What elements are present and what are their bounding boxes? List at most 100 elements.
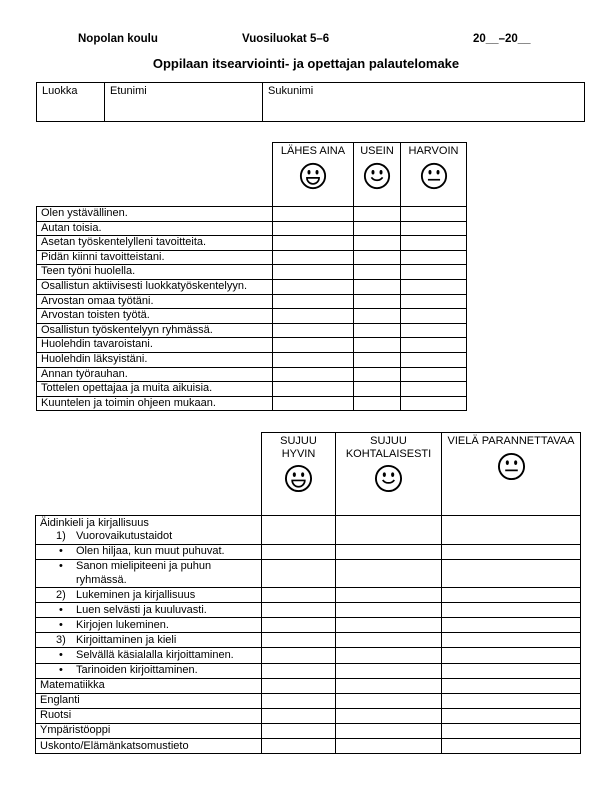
rating-cell-sujuu-kohtalaisesti[interactable] [335,677,442,694]
rating-cell-sujuu-kohtalaisesti[interactable] [335,647,442,664]
rating-cell-lahes-aina[interactable] [272,381,354,397]
rating-cell-harvoin[interactable] [400,381,467,397]
rating-cell-sujuu-kohtalaisesti[interactable] [335,558,442,589]
rating-cell-usein[interactable] [353,381,401,397]
rating-cell-usein[interactable] [353,308,401,324]
subject-cell: Matematiikka [35,677,262,694]
rating-cell-usein[interactable] [353,337,401,353]
rating-cell-lahes-aina[interactable] [272,366,354,383]
rating-cell-sujuu-kohtalaisesti[interactable] [335,543,442,560]
rating-cell-viela-parannettavaa[interactable] [441,647,581,664]
rating-cell-lahes-aina[interactable] [272,235,354,251]
rating-cell-viela-parannettavaa[interactable] [441,692,581,709]
behavior-table-body: Olen ystävällinen. Autan toisia. Asetan ty… [36,206,467,412]
rating-cell-sujuu-hyvin[interactable] [261,632,336,649]
rating-cell-usein[interactable] [353,220,401,237]
rating-cell-harvoin[interactable] [400,206,467,222]
rating-cell-sujuu-hyvin[interactable] [261,662,336,679]
rating-cell-harvoin[interactable] [400,278,467,295]
rating-cell-lahes-aina[interactable] [272,395,354,412]
rating-cell-usein[interactable] [353,278,401,295]
etunimi-field[interactable]: Etunimi [104,82,263,122]
rating-cell-viela-parannettavaa[interactable] [441,722,581,740]
rating-cell-viela-parannettavaa[interactable] [441,707,581,724]
rating-cell-viela-parannettavaa[interactable] [441,602,581,619]
subject-line: • Kirjojen lukeminen. [37,619,260,632]
rating-cell-viela-parannettavaa[interactable] [441,515,581,545]
rating-cell-harvoin[interactable] [400,264,467,280]
rating-cell-sujuu-kohtalaisesti[interactable] [335,632,442,649]
rating-cell-sujuu-kohtalaisesti[interactable] [335,662,442,679]
rating-cell-sujuu-kohtalaisesti[interactable] [335,692,442,709]
rating-cell-viela-parannettavaa[interactable] [441,632,581,649]
behavior-row: Pidän kiinni tavoitteistani. [36,249,467,266]
rating-cell-sujuu-hyvin[interactable] [261,543,336,560]
rating-cell-sujuu-kohtalaisesti[interactable] [335,707,442,724]
rating-cell-usein[interactable] [353,351,401,368]
rating-cell-sujuu-hyvin[interactable] [261,692,336,709]
rating-cell-lahes-aina[interactable] [272,264,354,280]
rating-cell-sujuu-hyvin[interactable] [261,617,336,634]
column-header-harvoin: HARVOIN [400,142,467,207]
rating-cell-viela-parannettavaa[interactable] [441,662,581,679]
rating-cell-lahes-aina[interactable] [272,322,354,339]
rating-cell-sujuu-hyvin[interactable] [261,738,336,755]
rating-cell-lahes-aina[interactable] [272,351,354,368]
sukunimi-field[interactable]: Sukunimi [262,82,585,122]
rating-cell-sujuu-kohtalaisesti[interactable] [335,587,442,604]
rating-cell-viela-parannettavaa[interactable] [441,587,581,604]
rating-cell-harvoin[interactable] [400,249,467,266]
happy-face-icon [299,162,327,189]
rating-cell-usein[interactable] [353,322,401,339]
rating-cell-sujuu-kohtalaisesti[interactable] [335,602,442,619]
subject-line: • Olen hiljaa, kun muut puhuvat. [37,545,260,558]
rating-cell-sujuu-hyvin[interactable] [261,515,336,545]
rating-cell-harvoin[interactable] [400,395,467,412]
rating-cell-harvoin[interactable] [400,337,467,353]
rating-cell-sujuu-hyvin[interactable] [261,602,336,619]
rating-cell-usein[interactable] [353,264,401,280]
rating-cell-usein[interactable] [353,293,401,310]
rating-cell-usein[interactable] [353,395,401,412]
rating-cell-sujuu-kohtalaisesti[interactable] [335,722,442,740]
rating-cell-sujuu-kohtalaisesti[interactable] [335,515,442,545]
statement-cell: Olen ystävällinen. [36,206,273,222]
rating-cell-harvoin[interactable] [400,322,467,339]
rating-cell-sujuu-kohtalaisesti[interactable] [335,738,442,755]
subject-line-text: Luen selvästi ja kuuluvasti. [76,603,207,616]
rating-cell-usein[interactable] [353,249,401,266]
rating-cell-lahes-aina[interactable] [272,206,354,222]
rating-cell-sujuu-hyvin[interactable] [261,587,336,604]
rating-cell-sujuu-hyvin[interactable] [261,722,336,740]
rating-cell-usein[interactable] [353,366,401,383]
rating-cell-sujuu-hyvin[interactable] [261,647,336,664]
rating-cell-sujuu-hyvin[interactable] [261,558,336,589]
rating-cell-lahes-aina[interactable] [272,293,354,310]
rating-cell-lahes-aina[interactable] [272,278,354,295]
rating-cell-viela-parannettavaa[interactable] [441,677,581,694]
rating-cell-lahes-aina[interactable] [272,249,354,266]
rating-cell-harvoin[interactable] [400,308,467,324]
rating-cell-sujuu-hyvin[interactable] [261,707,336,724]
rating-cell-viela-parannettavaa[interactable] [441,617,581,634]
rating-cell-harvoin[interactable] [400,366,467,383]
rating-cell-harvoin[interactable] [400,351,467,368]
rating-cell-sujuu-hyvin[interactable] [261,677,336,694]
rating-cell-viela-parannettavaa[interactable] [441,738,581,755]
rating-cell-harvoin[interactable] [400,220,467,237]
rating-cell-sujuu-kohtalaisesti[interactable] [335,617,442,634]
behavior-row: Autan toisia. [36,220,467,237]
rating-cell-usein[interactable] [353,206,401,222]
rating-cell-harvoin[interactable] [400,293,467,310]
rating-cell-usein[interactable] [353,235,401,251]
rating-cell-viela-parannettavaa[interactable] [441,543,581,560]
neutral-face-icon [497,452,525,480]
student-info-table: Luokka Etunimi Sukunimi [36,82,585,122]
rating-cell-harvoin[interactable] [400,235,467,251]
rating-cell-lahes-aina[interactable] [272,220,354,237]
rating-cell-viela-parannettavaa[interactable] [441,558,581,589]
statement-cell: Teen työni huolella. [36,264,273,280]
rating-cell-lahes-aina[interactable] [272,308,354,324]
luokka-field[interactable]: Luokka [36,82,105,122]
rating-cell-lahes-aina[interactable] [272,337,354,353]
